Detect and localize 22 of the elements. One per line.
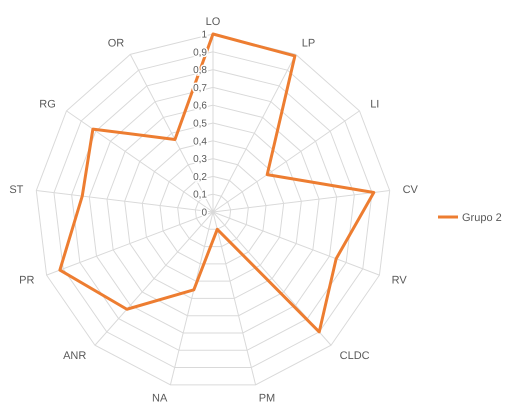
spoke-label: PM [258,392,276,404]
legend-label: Grupo 2 [462,212,502,224]
y-tick-label: 0,3 [193,154,208,166]
spoke-label: ST [9,184,24,196]
y-tick-label: 0 [201,208,208,218]
spoke-label: LO [206,16,221,28]
y-tick-label: 1 [201,30,208,40]
spoke-label: OR [108,38,124,50]
spoke-label: RG [39,98,56,110]
spoke-label: RV [392,274,408,287]
y-tick-label: 0,4 [193,136,208,148]
spoke-label: ANR [63,350,86,362]
y-tick-label: 0,6 [193,100,208,112]
spoke-label: PR [19,274,34,287]
y-tick-label: 0,5 [193,118,208,130]
spoke-label: LP [302,38,316,50]
spoke-label: NA [152,392,168,404]
spoke-label: CV [402,184,419,196]
y-tick-label: 0,2 [193,172,208,183]
y-tick-label: 0,1 [193,190,208,201]
spoke-label: LI [370,98,380,110]
spoke-label: CLDC [340,350,370,362]
